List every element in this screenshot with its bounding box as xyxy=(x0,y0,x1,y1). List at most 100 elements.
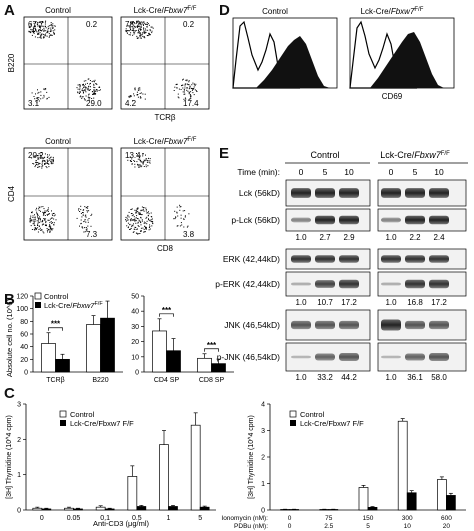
bar-control xyxy=(152,330,167,373)
a-dot xyxy=(143,166,145,167)
a-dot xyxy=(46,228,48,229)
a-dot xyxy=(134,220,136,222)
bar-control xyxy=(397,420,408,511)
a-dot xyxy=(80,222,82,224)
a-dot xyxy=(34,156,36,157)
a-dot xyxy=(183,218,185,220)
a-dot xyxy=(49,218,51,220)
a-dot xyxy=(132,231,134,233)
a-dot xyxy=(83,83,84,85)
a-dot xyxy=(152,222,154,224)
a-dot xyxy=(78,209,79,211)
a-dot xyxy=(95,83,97,84)
y-tick-label: 3 xyxy=(261,428,265,435)
a-dot xyxy=(36,213,38,215)
a-dot xyxy=(146,161,148,163)
bar-ko xyxy=(104,508,115,511)
c-ionomycin-value: 150 xyxy=(363,515,374,522)
a-dot xyxy=(126,225,128,227)
a-dot xyxy=(147,160,149,162)
a-dot xyxy=(88,210,90,212)
c-legend-ko-swatch xyxy=(290,420,296,426)
a-dot xyxy=(134,163,136,165)
a-pct: 0.2 xyxy=(86,20,98,29)
a-dot xyxy=(151,216,153,218)
a-dot xyxy=(52,27,54,29)
y-tick-label: 4 xyxy=(261,402,265,409)
a-dot xyxy=(47,213,49,215)
a-dot xyxy=(134,32,136,34)
a-dot xyxy=(173,218,175,220)
a-dot xyxy=(36,102,38,104)
a-dot xyxy=(82,212,84,214)
a-dot xyxy=(192,92,194,94)
y-tick-label: 40 xyxy=(20,344,28,351)
a-dot xyxy=(128,25,130,27)
a-dot xyxy=(46,157,48,158)
a-dot xyxy=(184,93,186,95)
x-tick-label: 1 xyxy=(167,515,171,522)
a-dot xyxy=(35,29,36,31)
a-dot xyxy=(96,90,98,92)
a-dot xyxy=(140,227,142,229)
a-dot xyxy=(142,21,144,23)
a-dot xyxy=(43,29,45,31)
a-dot xyxy=(40,206,42,208)
a-dot xyxy=(35,160,37,162)
a-dot xyxy=(136,215,138,217)
a-dot xyxy=(88,85,90,87)
a-dot xyxy=(37,216,38,218)
a-dot xyxy=(36,220,38,222)
a-dot xyxy=(143,30,145,32)
a-dot xyxy=(183,93,185,95)
a-dot xyxy=(44,163,46,164)
a-dot xyxy=(189,87,191,89)
a-dot xyxy=(37,37,39,39)
a-dot xyxy=(43,213,45,215)
a-dot xyxy=(43,27,45,29)
a-dot xyxy=(136,161,138,163)
a-dot xyxy=(50,160,52,162)
y-tick-label: 100 xyxy=(16,306,28,313)
a-dot xyxy=(139,97,141,99)
a-dot xyxy=(45,27,47,29)
a-dot xyxy=(99,89,101,91)
a-dot xyxy=(150,212,152,214)
a-dot xyxy=(84,231,86,233)
a-pct: 20.2 xyxy=(28,151,44,160)
a-dot xyxy=(85,88,87,90)
a-dot xyxy=(137,30,139,31)
a-dot xyxy=(150,26,152,28)
d-header-ko: Lck-Cre/Fbxw7F/F xyxy=(361,7,424,16)
bar-control xyxy=(86,324,101,373)
a-dot xyxy=(134,226,136,228)
e-band xyxy=(291,282,311,286)
c-ionomycin-value: 0 xyxy=(288,515,292,522)
a-dot xyxy=(138,25,140,27)
a-dot xyxy=(91,81,93,83)
a-dot xyxy=(88,93,90,95)
a-dot xyxy=(39,27,41,29)
a-dot xyxy=(87,221,89,223)
a-ylabel-cd4: CD4 xyxy=(7,185,16,202)
a-dot xyxy=(52,222,53,224)
a-dot xyxy=(135,30,137,31)
a-dot xyxy=(45,33,46,35)
a-dot xyxy=(85,83,86,85)
c-legend-ko-swatch xyxy=(60,420,66,426)
a-dot xyxy=(43,208,45,210)
a-dot xyxy=(38,209,40,211)
a-dot xyxy=(32,31,34,33)
a-dot xyxy=(139,220,141,222)
a-pct: 78.2 xyxy=(125,20,141,29)
a-dot xyxy=(127,227,129,229)
a-dot xyxy=(177,96,179,98)
a-dot xyxy=(181,85,182,87)
a-dot xyxy=(137,155,139,157)
e-ratio: 17.2 xyxy=(431,298,447,307)
a-dot xyxy=(145,29,147,31)
a-dot xyxy=(41,162,43,164)
a-dot xyxy=(39,227,41,229)
a-dot xyxy=(34,225,36,226)
a-dot xyxy=(136,26,138,28)
